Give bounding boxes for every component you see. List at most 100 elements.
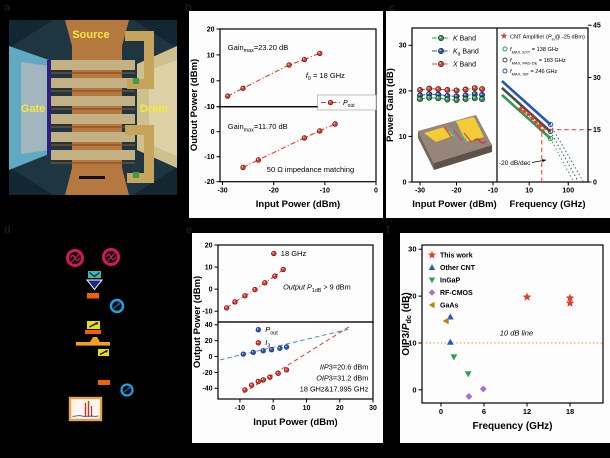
source-label: Source bbox=[72, 29, 109, 41]
svg-text:30: 30 bbox=[399, 43, 407, 50]
svg-text:Output P1dB > 9 dBm: Output P1dB > 9 dBm bbox=[283, 283, 351, 294]
svg-text:X Band: X Band bbox=[452, 62, 476, 69]
isolator-2 bbox=[120, 383, 134, 397]
corner-shadow bbox=[133, 167, 177, 195]
svg-text:GaAs: GaAs bbox=[440, 303, 458, 310]
y-axis-label: Power Gain (dB) bbox=[386, 68, 396, 142]
series-P_out bbox=[240, 344, 290, 357]
device-inset bbox=[418, 115, 492, 170]
svg-text:fMAX, EXT = 138 GHz: fMAX, EXT = 138 GHz bbox=[510, 47, 559, 54]
series-P_out_matched bbox=[240, 121, 338, 171]
series-I_3 bbox=[242, 367, 290, 393]
svg-text:Gainmax=23.20 dB: Gainmax=23.20 dB bbox=[228, 43, 288, 54]
line-fmax_pad_de bbox=[501, 86, 579, 183]
fit-im3_fit bbox=[243, 325, 350, 394]
svg-text:10: 10 bbox=[205, 264, 213, 271]
svg-text:Output Power (dBm): Output Power (dBm) bbox=[192, 276, 203, 368]
power-combiner bbox=[88, 271, 101, 278]
svg-text:15: 15 bbox=[593, 127, 601, 134]
svg-text:Input Power (dBm): Input Power (dBm) bbox=[412, 199, 496, 210]
svg-text:-10: -10 bbox=[204, 154, 214, 161]
panel-e-linearity: 20 10 0 -10 18 GHz Output P1dB > 9 dBm 40 20 0 -2… bbox=[192, 233, 383, 443]
svg-text:45: 45 bbox=[593, 23, 601, 30]
fit-pout_fit bbox=[219, 328, 350, 361]
svg-text:20: 20 bbox=[207, 26, 215, 33]
svg-text:-10: -10 bbox=[204, 104, 214, 111]
attenuator-1 bbox=[87, 293, 99, 299]
svg-text:-10: -10 bbox=[202, 309, 212, 316]
source-electrode bbox=[65, 20, 129, 195]
svg-text:10 dB line: 10 dB line bbox=[500, 328, 533, 337]
svg-text:-40: -40 bbox=[202, 386, 212, 393]
variable-attenuator-1 bbox=[87, 321, 100, 329]
slope-annotation: -20 dB/dec bbox=[499, 159, 547, 167]
panel-label-b: b bbox=[185, 2, 192, 14]
measurement-setup-schematic bbox=[66, 248, 134, 422]
svg-text:10: 10 bbox=[408, 338, 416, 347]
svg-text:Input Power (dBm): Input Power (dBm) bbox=[256, 199, 340, 210]
svg-text:10: 10 bbox=[399, 134, 407, 141]
panel-label-f: f bbox=[386, 224, 390, 236]
series-K_band bbox=[417, 94, 485, 103]
crosshair bbox=[541, 129, 588, 182]
panel-b-gain-sweep: 20 10 0 -10 Gainmax=23.20 dB f0 = 18 GHz 10 0 -1… bbox=[189, 11, 383, 218]
series-rf-cmos bbox=[465, 385, 487, 400]
legend: This work Other CNT InGaP RF-CMOS GaAs bbox=[428, 250, 476, 310]
svg-text:InGaP: InGaP bbox=[440, 278, 461, 285]
svg-text:-10: -10 bbox=[235, 405, 245, 412]
device-micrograph: Source Gate Drain bbox=[9, 20, 177, 195]
svg-text:0: 0 bbox=[211, 129, 215, 136]
svg-text:0: 0 bbox=[211, 78, 215, 85]
subplot-0: 20 10 0 -10 18 GHz Output P1dB > 9 dBm bbox=[202, 242, 374, 323]
svg-text:20: 20 bbox=[399, 88, 407, 95]
gate-inner bbox=[21, 62, 49, 154]
svg-text:OIP3=31.2 dBm: OIP3=31.2 dBm bbox=[316, 374, 368, 383]
linearity-chart: 20 10 0 -10 18 GHz Output P1dB > 9 dBm 40 20 0 -2… bbox=[192, 242, 377, 428]
y-axis-label: Output Power (dBm) bbox=[192, 276, 203, 368]
probe-station bbox=[76, 330, 110, 346]
svg-text:-20: -20 bbox=[202, 370, 212, 377]
svg-text:-10: -10 bbox=[488, 188, 498, 195]
svg-text:6: 6 bbox=[482, 407, 486, 416]
subplot-1: 10 0 -10 -20 Gainmax=11.70 dB 50 Ω impedance … bbox=[204, 104, 377, 186]
svg-text:20: 20 bbox=[205, 242, 213, 249]
svg-text:40: 40 bbox=[205, 322, 213, 329]
left-legend: K Band Ka Band X Band bbox=[432, 35, 479, 69]
amplifier bbox=[85, 279, 104, 291]
svg-text:I3: I3 bbox=[265, 338, 270, 349]
svg-text:0: 0 bbox=[271, 405, 275, 412]
panel-f-benchmark: 0 10 20 30 0 6 12 18 Frequency (GHz) 10 dB line OI… bbox=[400, 233, 610, 443]
panel-label-a: a bbox=[4, 2, 11, 14]
variable-attenuator-2 bbox=[98, 349, 109, 356]
spectrum-analyzer bbox=[68, 396, 103, 422]
svg-text:IIP3=20.6 dBm: IIP3=20.6 dBm bbox=[320, 363, 368, 372]
band-gain: 0 10 20 30 0 15 30 45 -30 -20 -10 10 100 Input Power … bbox=[399, 23, 601, 210]
svg-text:-30: -30 bbox=[415, 188, 425, 195]
subplot-0: 20 10 0 -10 Gainmax=23.20 dB f0 = 18 GHz bbox=[204, 26, 377, 111]
corner-shadow bbox=[9, 20, 53, 48]
drain-label: Drain bbox=[140, 103, 168, 115]
signal-generator-1 bbox=[66, 249, 84, 267]
svg-text:20: 20 bbox=[408, 292, 416, 301]
svg-text:This work: This work bbox=[440, 253, 473, 260]
attenuator-2 bbox=[98, 380, 110, 385]
svg-text:fMAX, PAD-DE = 183 GHz: fMAX, PAD-DE = 183 GHz bbox=[510, 58, 566, 65]
corner-shadow bbox=[133, 20, 177, 48]
svg-text:-20: -20 bbox=[204, 179, 214, 186]
panel-label-e: e bbox=[186, 224, 193, 236]
svg-text:18 GHz&17.995 GHz: 18 GHz&17.995 GHz bbox=[300, 384, 369, 393]
svg-text:30: 30 bbox=[408, 245, 416, 254]
svg-text:0: 0 bbox=[374, 188, 378, 195]
line-fmax_ext bbox=[501, 93, 575, 183]
svg-text:fMAX, INT = 246 GHz: fMAX, INT = 246 GHz bbox=[510, 69, 558, 76]
svg-text:0: 0 bbox=[439, 407, 443, 416]
svg-text:100: 100 bbox=[562, 188, 574, 195]
legend: Pout bbox=[317, 94, 377, 111]
svg-text:OIP3/Pdc (dB): OIP3/Pdc (dB) bbox=[401, 292, 413, 355]
svg-text:Outout Power (dBm): Outout Power (dBm) bbox=[189, 59, 200, 151]
svg-text:10: 10 bbox=[525, 188, 533, 195]
series-pout_18GHz bbox=[223, 266, 286, 311]
line-fmax_int bbox=[501, 80, 584, 183]
svg-text:12: 12 bbox=[523, 407, 531, 416]
svg-text:50 Ω impedance matching: 50 Ω impedance matching bbox=[267, 165, 354, 174]
